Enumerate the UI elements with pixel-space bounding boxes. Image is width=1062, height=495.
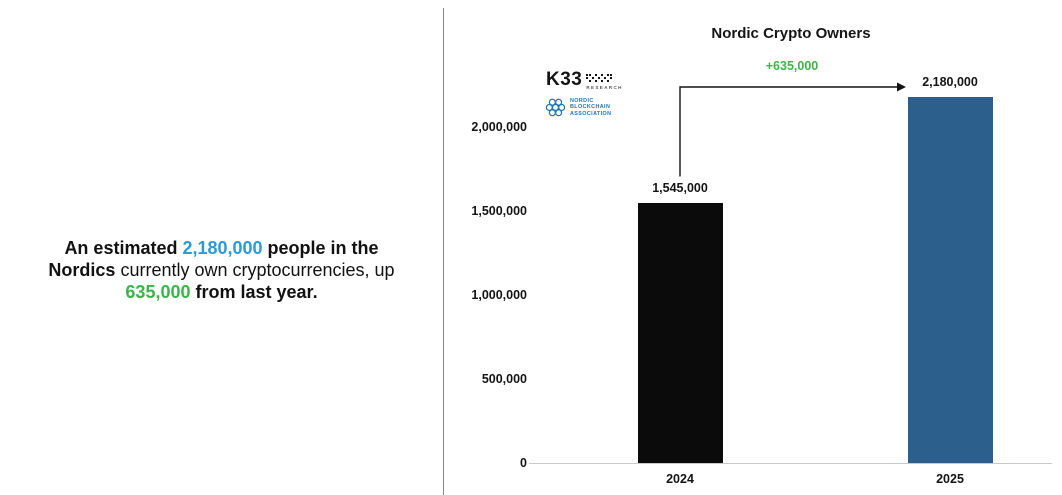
- k33-logo-text: K33: [546, 69, 583, 90]
- nba-logo-line: BLOCKCHAIN: [570, 104, 611, 111]
- y-tick-label: 2,000,000: [471, 120, 527, 134]
- headline-segment-blue: 2,180,000: [182, 237, 263, 258]
- vertical-divider: [443, 8, 444, 495]
- x-tick-label: 2025: [936, 472, 964, 486]
- headline-segment-bold: An estimated: [64, 237, 183, 258]
- x-tick-label: 2024: [666, 472, 694, 486]
- k33-logo-detail: RESEARCH: [586, 71, 622, 90]
- y-tick-label: 1,000,000: [471, 288, 527, 302]
- summary-headline: An estimated 2,180,000 people in the Nor…: [38, 237, 406, 303]
- bar-2024: [637, 203, 723, 463]
- headline-segment-green: 635,000: [125, 281, 191, 302]
- hexagon-cluster-icon: [545, 98, 566, 117]
- nba-logo-line: NORDIC: [570, 97, 594, 104]
- k33-dot-pattern-icon: [586, 74, 613, 82]
- summary-panel: An estimated 2,180,000 people in the Nor…: [0, 0, 443, 495]
- nba-logo-text: NORDIC BLOCKCHAIN ASSOCIATION: [570, 98, 611, 118]
- x-axis-line: [529, 463, 1052, 464]
- bar-value-label: 2,180,000: [922, 74, 978, 89]
- y-tick-label: 1,500,000: [471, 204, 527, 218]
- y-tick-label: 0: [520, 456, 527, 470]
- headline-segment-normal: currently own cryptocurrencies, up: [115, 259, 395, 280]
- k33-research-logo: K33 RESEARCH: [546, 69, 623, 90]
- headline-segment-bold: from last year.: [190, 281, 318, 302]
- k33-research-label: RESEARCH: [586, 85, 623, 90]
- nordic-blockchain-association-logo: NORDIC BLOCKCHAIN ASSOCIATION: [544, 96, 611, 119]
- bar-value-label: 1,545,000: [652, 181, 708, 196]
- nba-logo-line: ASSOCIATION: [570, 110, 612, 117]
- headline-segment-bold: people in the Nordics: [48, 237, 379, 280]
- increase-annotation: +635,000: [765, 59, 819, 73]
- y-tick-label: 500,000: [481, 372, 527, 386]
- bar-2025: [907, 96, 993, 463]
- chart-title: Nordic Crypto Owners: [711, 25, 871, 42]
